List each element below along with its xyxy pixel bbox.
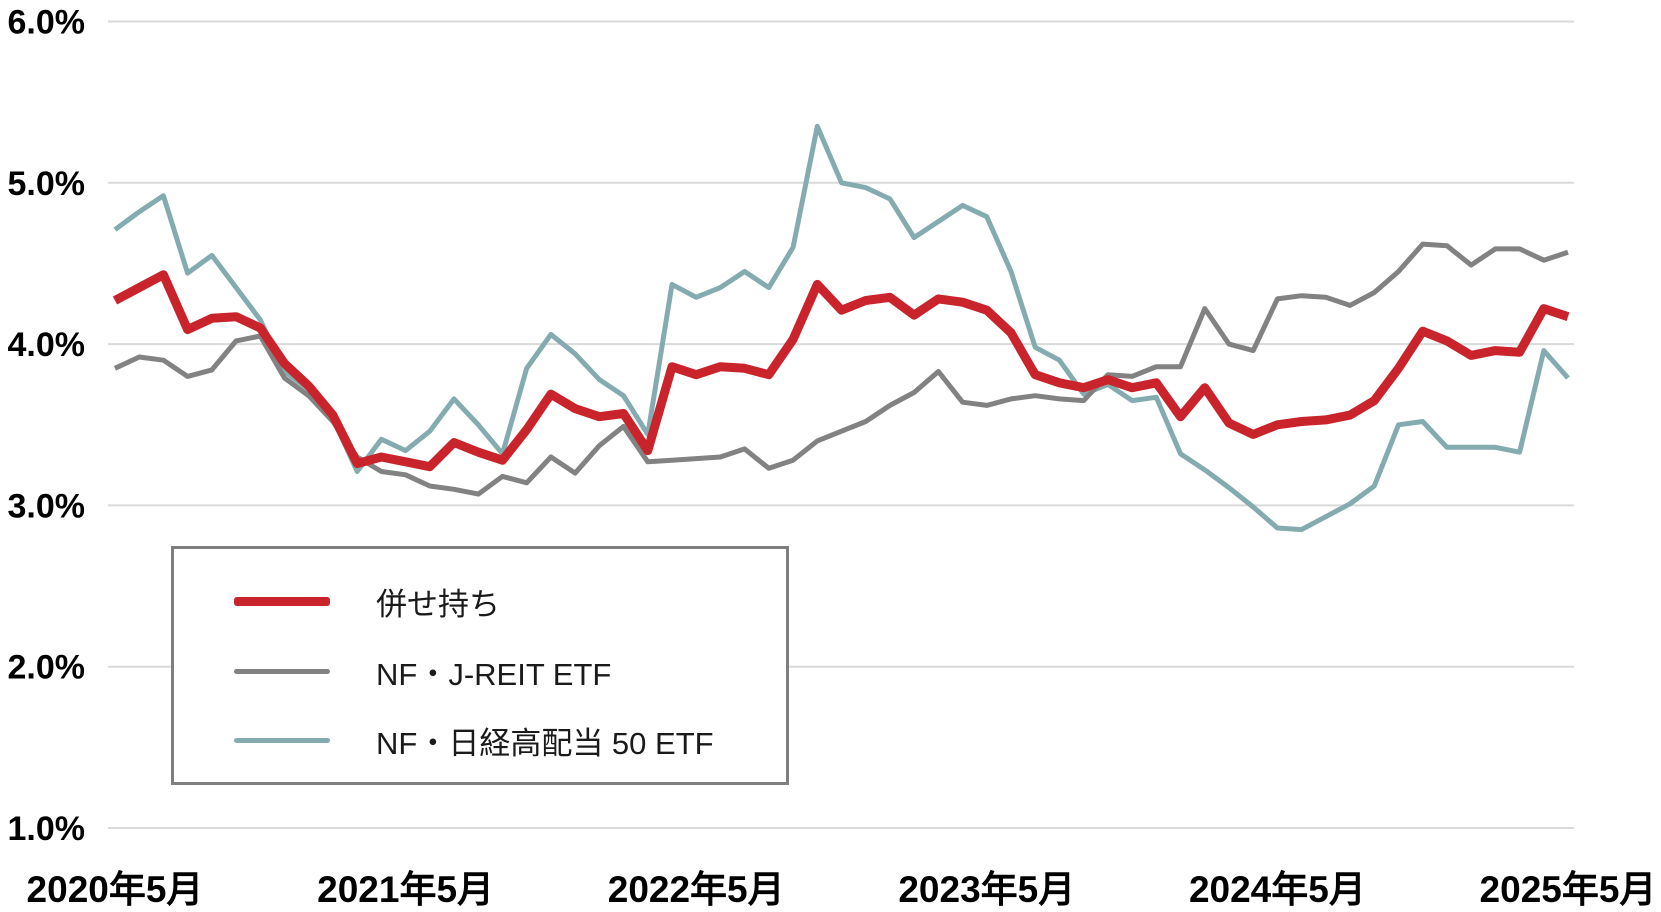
- series-line-1: [113, 241, 1569, 497]
- series-lines: [112, 123, 1570, 533]
- y-axis-labels: 6.0% 5.0% 4.0% 3.0% 2.0% 1.0%: [8, 4, 86, 849]
- x-axis-labels: 2020年5月 2021年5月 2022年5月 2023年5月 2024年5月 2025年…: [27, 869, 1657, 910]
- legend-label-nikkei-high-div: NF・日経高配当 50 ETF: [376, 725, 714, 761]
- y-tick-label: 1.0%: [8, 810, 86, 848]
- legend-swatch-jreit: [234, 668, 330, 674]
- legend-swatch-nikkei-high-div: [234, 737, 330, 743]
- legend-label-combined: 併せ持ち: [376, 586, 500, 622]
- y-tick-label: 2.0%: [8, 649, 86, 687]
- x-tick-label: 2021年5月: [317, 869, 494, 910]
- y-tick-label: 6.0%: [8, 4, 86, 42]
- x-tick-label: 2020年5月: [27, 869, 204, 910]
- legend-box: 併せ持ち NF・J-REIT ETF NF・日経高配当 50 ETF: [171, 546, 789, 785]
- series-line-0: [112, 270, 1570, 472]
- legend-swatch-combined: [234, 596, 330, 606]
- y-tick-label: 4.0%: [8, 326, 86, 364]
- legend-item-combined: 併せ持ち: [174, 581, 786, 622]
- x-tick-label: 2025年5月: [1480, 869, 1657, 910]
- legend-label-jreit: NF・J-REIT ETF: [376, 656, 612, 692]
- y-tick-label: 5.0%: [8, 165, 86, 203]
- legend-item-nikkei-high-div: NF・日経高配当 50 ETF: [174, 720, 786, 761]
- series-line-2: [113, 123, 1570, 533]
- x-tick-label: 2023年5月: [898, 869, 1075, 910]
- x-tick-label: 2024年5月: [1189, 869, 1366, 910]
- y-tick-label: 3.0%: [8, 487, 86, 525]
- x-tick-label: 2022年5月: [608, 869, 785, 910]
- legend-item-jreit: NF・J-REIT ETF: [174, 651, 786, 692]
